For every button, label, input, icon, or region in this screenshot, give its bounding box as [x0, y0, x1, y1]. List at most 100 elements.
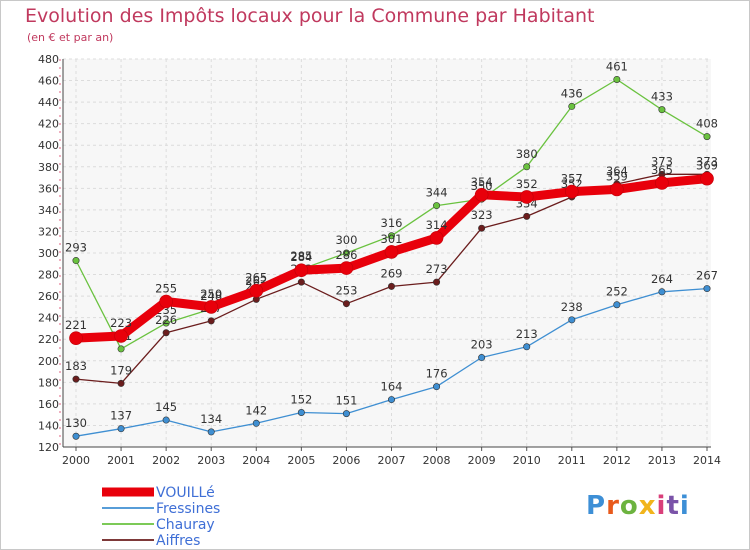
data-point	[658, 288, 666, 296]
x-tick-label: 2002	[152, 454, 180, 467]
data-label: 293	[65, 241, 87, 255]
y-tick-label: 140	[38, 419, 59, 432]
data-point	[294, 263, 309, 278]
data-label: 226	[155, 313, 177, 327]
x-tick-label: 2010	[513, 454, 541, 467]
data-point	[297, 278, 305, 286]
data-label: 223	[110, 316, 132, 330]
data-point	[72, 432, 80, 440]
logo-letter: o	[619, 491, 639, 521]
x-tick-label: 2004	[242, 454, 270, 467]
legend-label: VOUILLé	[156, 485, 215, 501]
data-point	[117, 379, 125, 387]
data-label: 267	[696, 269, 718, 283]
data-label: 352	[516, 177, 538, 191]
data-label: 255	[155, 282, 177, 296]
data-label: 151	[335, 394, 357, 408]
data-label: 152	[290, 393, 312, 407]
data-label: 164	[381, 380, 403, 394]
y-tick-label: 340	[38, 204, 59, 217]
data-point	[207, 428, 215, 436]
data-point	[613, 301, 621, 309]
data-point	[568, 102, 576, 110]
y-tick-label: 180	[38, 376, 59, 389]
data-point	[568, 316, 576, 324]
data-label: 408	[696, 117, 718, 131]
data-point	[519, 190, 534, 204]
data-label: 265	[245, 271, 267, 285]
data-label: 145	[155, 400, 177, 414]
data-point	[72, 375, 80, 383]
data-point	[610, 182, 624, 197]
data-point	[387, 282, 395, 290]
data-point	[117, 425, 125, 433]
y-tick-label: 160	[38, 398, 59, 411]
data-point	[204, 300, 219, 314]
data-label: 183	[65, 359, 87, 373]
y-tick-label: 280	[38, 269, 59, 282]
y-tick-label: 260	[38, 290, 59, 303]
y-tick-label: 300	[38, 247, 59, 260]
y-tick-label: 360	[38, 182, 59, 195]
data-label: 369	[696, 159, 718, 173]
data-label: 350	[471, 179, 493, 193]
data-label: 285	[290, 249, 312, 263]
data-label: 316	[381, 216, 403, 230]
data-label: 221	[65, 318, 87, 332]
data-point	[655, 176, 669, 190]
data-point	[613, 75, 621, 83]
series-1: 130 137 145 134 142 152 151 164 176 203 213 238 252 2…	[65, 269, 718, 440]
data-label: 286	[335, 248, 357, 262]
data-point	[162, 329, 170, 337]
legend-label: Aiffres	[156, 533, 200, 549]
y-tick-label: 480	[38, 53, 59, 66]
x-tick-label: 2006	[332, 454, 360, 467]
data-label: 344	[426, 186, 448, 200]
data-point	[433, 278, 441, 286]
data-point	[339, 261, 354, 275]
y-tick-label: 200	[38, 355, 59, 368]
data-point	[523, 163, 531, 171]
data-point	[162, 319, 170, 327]
x-tick-label: 2014	[693, 454, 721, 467]
data-label: 130	[65, 416, 87, 430]
y-tick-label: 460	[38, 75, 59, 88]
data-label: 373	[696, 154, 718, 168]
data-point	[387, 396, 395, 404]
x-tick-label: 2005	[287, 454, 315, 467]
data-point	[564, 184, 579, 199]
data-label: 179	[110, 363, 132, 377]
data-point	[658, 106, 666, 114]
data-label: 142	[245, 403, 267, 417]
y-tick-label: 220	[38, 333, 59, 346]
data-label: 264	[651, 272, 673, 286]
x-tick-label: 2012	[603, 454, 631, 467]
data-label: 269	[381, 266, 403, 280]
data-label: 252	[606, 285, 628, 299]
y-tick-label: 420	[38, 118, 59, 131]
data-point	[249, 283, 264, 298]
data-point	[252, 419, 260, 427]
logo-letter: x	[638, 491, 657, 521]
data-point	[700, 171, 714, 186]
data-label: 213	[516, 327, 538, 341]
y-tick-label: 320	[38, 225, 59, 238]
data-label: 354	[471, 175, 493, 189]
x-tick-label: 2013	[648, 454, 676, 467]
data-point	[342, 300, 350, 308]
data-point	[297, 409, 305, 417]
data-label: 301	[381, 232, 403, 246]
logo-letter: i	[679, 491, 690, 521]
data-label: 357	[561, 172, 583, 186]
data-label: 203	[471, 338, 493, 352]
data-label: 300	[335, 233, 357, 247]
data-point	[433, 202, 441, 210]
data-point	[433, 383, 441, 391]
data-point	[342, 410, 350, 418]
data-label: 253	[335, 284, 357, 298]
y-tick-label: 380	[38, 161, 59, 174]
data-point	[207, 317, 215, 325]
data-label: 176	[426, 367, 448, 381]
logo-letter: t	[666, 491, 680, 521]
